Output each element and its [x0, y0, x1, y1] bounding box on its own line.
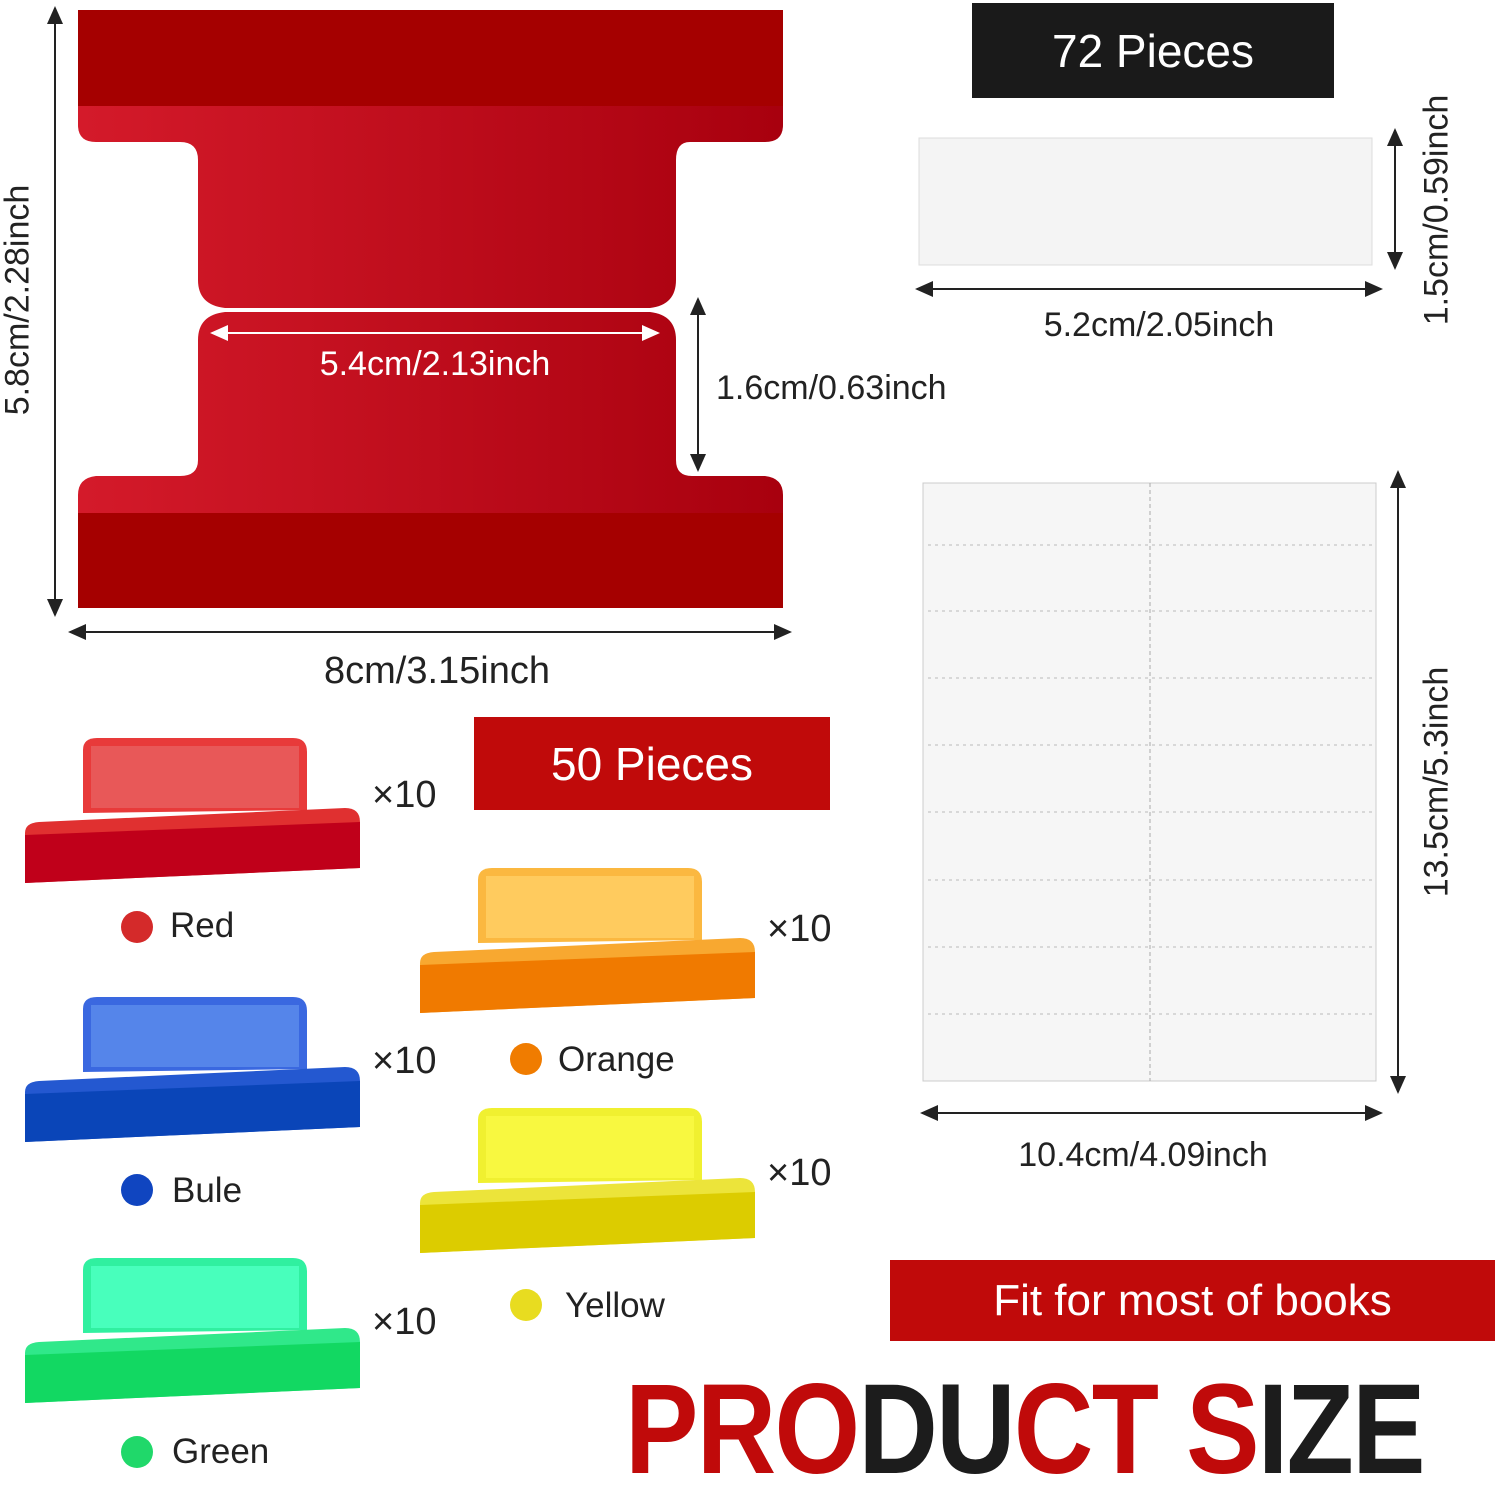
- green-name: Green: [172, 1432, 270, 1471]
- green-dot-icon: [121, 1436, 153, 1468]
- strip-pieces-badge: 72 Pieces: [972, 3, 1334, 98]
- tabs-pieces-badge: 50 Pieces: [474, 717, 830, 810]
- blue-tab-image: [25, 997, 360, 1142]
- inner-height-label: 1.6cm/0.63inch: [716, 369, 947, 407]
- sheet-height-label: 13.5cm/5.3inch: [1417, 666, 1456, 898]
- red-name: Red: [170, 906, 235, 945]
- inner-width-label: 5.4cm/2.13inch: [319, 345, 551, 383]
- yellow-dot-icon: [510, 1289, 542, 1321]
- red-dot-icon: [121, 911, 153, 943]
- label-strip-image: [915, 128, 1403, 297]
- strip-height-label: 1.5cm/0.59inch: [1417, 94, 1456, 326]
- fit-banner: Fit for most of books: [890, 1260, 1495, 1341]
- blue-qty: ×10: [372, 1040, 437, 1082]
- product-size-logo: PRODUCT SIZE: [625, 1358, 1426, 1501]
- green-tab-image: [25, 1258, 360, 1403]
- big-tab-height-label: 5.8cm/2.28inch: [0, 184, 37, 416]
- big-tab-width-label: 8cm/3.15inch: [323, 650, 551, 692]
- blue-dot-icon: [121, 1174, 153, 1206]
- red-qty: ×10: [372, 774, 437, 816]
- orange-dot-icon: [510, 1043, 542, 1075]
- yellow-tab-image: [420, 1108, 755, 1253]
- orange-qty: ×10: [767, 908, 832, 950]
- orange-tab-image: [420, 868, 755, 1013]
- sheet-width-label: 10.4cm/4.09inch: [1018, 1136, 1268, 1174]
- strip-width-label: 5.2cm/2.05inch: [1043, 306, 1275, 344]
- big-tab-image: [47, 6, 792, 640]
- blue-name: Bule: [172, 1171, 243, 1210]
- label-sheet-image: [920, 470, 1406, 1121]
- yellow-qty: ×10: [767, 1152, 832, 1194]
- green-qty: ×10: [372, 1301, 437, 1343]
- red-tab-image: [25, 738, 360, 883]
- yellow-name: Yellow: [565, 1286, 665, 1325]
- orange-name: Orange: [558, 1040, 675, 1079]
